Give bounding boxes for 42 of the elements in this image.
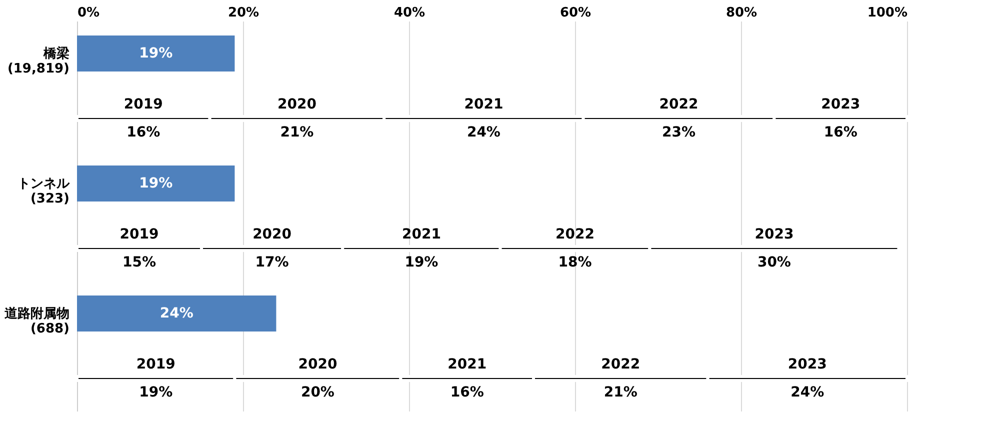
text: 2022 [556,226,594,242]
x-tick-label: 60% [560,6,592,20]
text: 2021 [448,356,487,372]
data-label: 19% [139,46,173,62]
data-label: 19% [139,176,173,192]
data-label: 16% [126,124,160,140]
x-tick-label: 80% [726,6,758,20]
series-label: 2019 [124,96,163,112]
text: 2019 [136,356,176,372]
data-label: 30% [757,254,791,270]
data-label: 17% [255,254,289,270]
y-tick-label: トンネル (323) [18,176,70,206]
series-label: 2020 [277,96,317,112]
data-label: 21% [280,124,314,140]
x-tick-label: 100% [867,6,908,20]
x-tick-label: 20% [228,6,260,20]
text: 2020 [252,226,292,242]
data-label: 18% [558,254,592,270]
data-label: 19% [404,254,438,270]
series-label: 2023 [821,96,860,112]
series-label: 2022 [659,96,698,112]
data-label: 24% [160,306,194,322]
text: 2023 [754,226,794,242]
data-label: 19% [139,384,173,400]
data-label: 24% [790,384,824,400]
y-tick-label: 道路附属物 (688) [4,306,70,336]
series-label: 2021 [464,96,504,112]
data-label: 16% [824,124,858,140]
data-label: 21% [604,384,638,400]
data-label: 16% [450,384,484,400]
text: 2022 [601,356,640,372]
text: 2023 [788,356,827,372]
x-tick-label: 40% [394,6,426,20]
text: 2021 [402,226,441,242]
y-tick-label: 橋梁 (19,819) [7,46,70,76]
data-label: 15% [122,254,156,270]
text: 2019 [120,226,159,242]
data-label: 23% [662,124,696,140]
x-tick-label: 0% [78,6,100,20]
data-label: 20% [300,384,334,400]
text: 2020 [298,356,338,372]
data-label: 24% [466,124,500,140]
